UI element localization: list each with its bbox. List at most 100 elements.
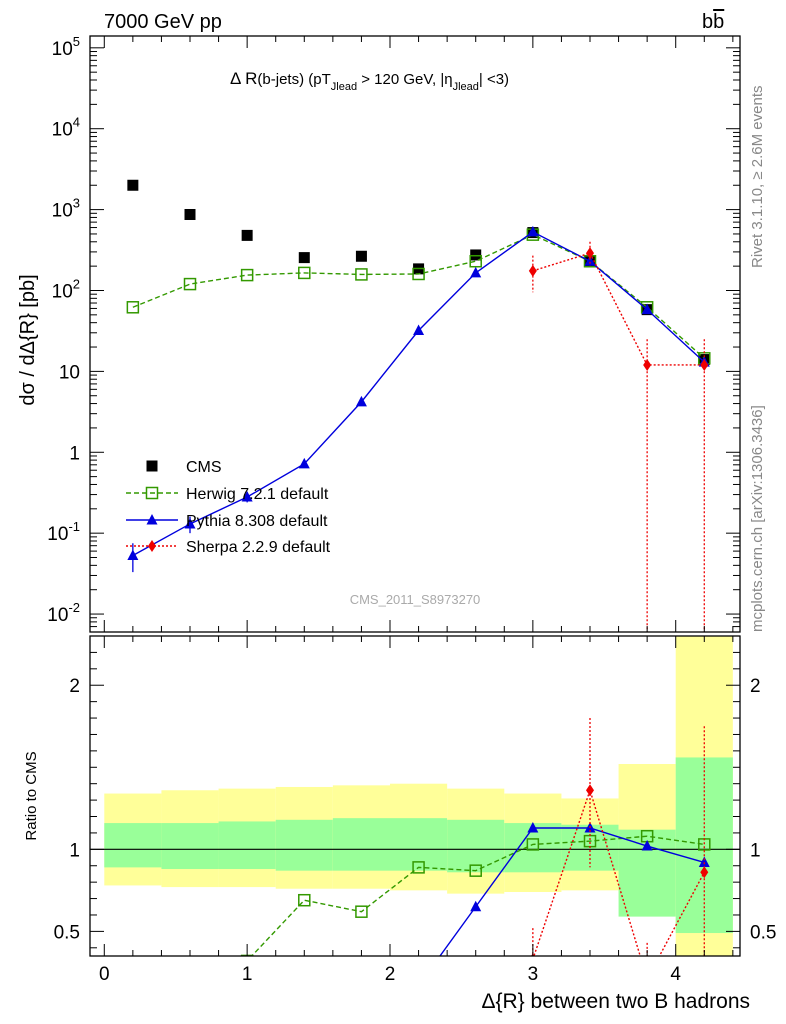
header-right: bb [702,11,724,33]
main-ylabel: dσ / dΔ{R} [pb] [17,274,39,405]
data-point [127,179,139,191]
axes: 0 1 2 3 4 10-2 10-1 1 10 102 103 104 105 0.5 0.5 1 1 2 2 [47,34,776,985]
legend-label: Sherpa 2.2.9 default [186,539,331,556]
data-point [698,856,710,867]
legend: CMS Herwig 7.2.1 default Pythia 8.308 defa… [126,459,331,556]
x-tick-label: 4 [670,964,681,985]
data-point [526,838,540,851]
ratio-plot-area [127,718,711,1018]
data-point [127,1007,138,1018]
data-point [185,985,196,996]
data-point [643,358,652,371]
data-point [412,861,425,874]
ratio-xlabel: Δ{R} between two B hadrons [481,990,750,1013]
data-point [355,395,367,407]
data-point [298,266,311,280]
data-point [412,267,425,281]
data-point [355,250,367,262]
data-point [355,268,368,281]
band-green [332,818,390,871]
data-point [298,252,310,264]
data-point [183,277,197,291]
data-point [299,1007,310,1018]
data-point [127,1003,138,1014]
data-point [413,324,425,336]
data-point [586,784,594,797]
main-title: Δ R(b-jets) (pTJlead > 120 GeV, |ηJlead|… [230,69,509,93]
data-point [145,486,159,500]
data-point [146,460,158,472]
legend-label: Pythia 8.308 default [186,513,328,530]
data-point [641,303,653,315]
rivet-label: Rivet 3.1.10, ≥ 2.6M events [749,86,766,269]
data-point [241,490,253,502]
y-tick-label: 10 [59,362,80,383]
data-point [643,973,651,985]
y-tick-label: 105 [52,34,80,60]
data-point [413,980,424,991]
y-tick-label: 10-1 [47,519,80,545]
series-line [533,787,705,956]
data-point [242,1007,253,1018]
data-point [355,905,368,918]
data-point [356,1005,367,1016]
y-tick-label: 10-2 [47,600,80,626]
data-point [298,893,311,907]
data-point [184,208,196,220]
main-frame [89,35,741,633]
y-tick-label: 104 [52,115,80,141]
data-point [184,517,196,529]
watermark: CMS_2011_S8973270 [350,592,481,607]
data-point [127,549,139,560]
ratio-y-tick-label: 1 [69,840,80,861]
series-line [132,231,705,557]
band-green [275,819,333,871]
band-green [447,819,505,873]
data-point [126,301,140,314]
main-plot-area [126,179,711,632]
band-green [161,823,219,870]
data-point [298,457,310,469]
data-point [469,254,482,268]
ratio-ylabel: Ratio to CMS [23,751,40,840]
y-tick-label: 1 [69,443,80,464]
series-line [250,835,705,956]
x-tick-label: 1 [242,964,253,985]
band-green [390,818,448,871]
data-point [700,866,709,879]
legend-label: CMS [186,459,222,476]
data-point [470,249,482,261]
ratio-y-tick-label: 0.5 [750,922,776,943]
y-tick-label: 102 [52,276,80,302]
header-left: 7000 GeV pp [104,11,222,33]
data-point [185,1007,196,1018]
ratio-uncertainty-bands [90,636,740,956]
data-point [469,864,482,877]
data-point [700,358,709,371]
band-green [104,823,162,868]
data-point [528,264,537,277]
data-point [240,268,254,282]
data-point [641,840,653,851]
data-point [470,900,482,912]
x-tick-label: 3 [528,964,539,985]
data-point [146,514,158,525]
data-point [527,822,539,833]
x-tick-label: 0 [99,964,110,985]
data-point [584,255,596,266]
series-line [132,233,705,359]
data-point [586,247,594,260]
mcplots-label: mcplots.cern.ch [arXiv:1306.3436] [749,405,766,632]
data-point [470,266,482,278]
data-point [148,540,156,552]
band-green [218,821,276,870]
ratio-y-tick-label: 2 [69,676,80,697]
data-point [241,229,253,241]
ratio-y-tick-label: 0.5 [54,922,80,943]
ratio-frame [89,635,741,957]
x-tick-label: 2 [385,964,396,985]
data-point [527,225,539,237]
ratio-y-tick-label: 2 [750,676,761,697]
ratio-y-tick-label: 1 [750,840,761,861]
